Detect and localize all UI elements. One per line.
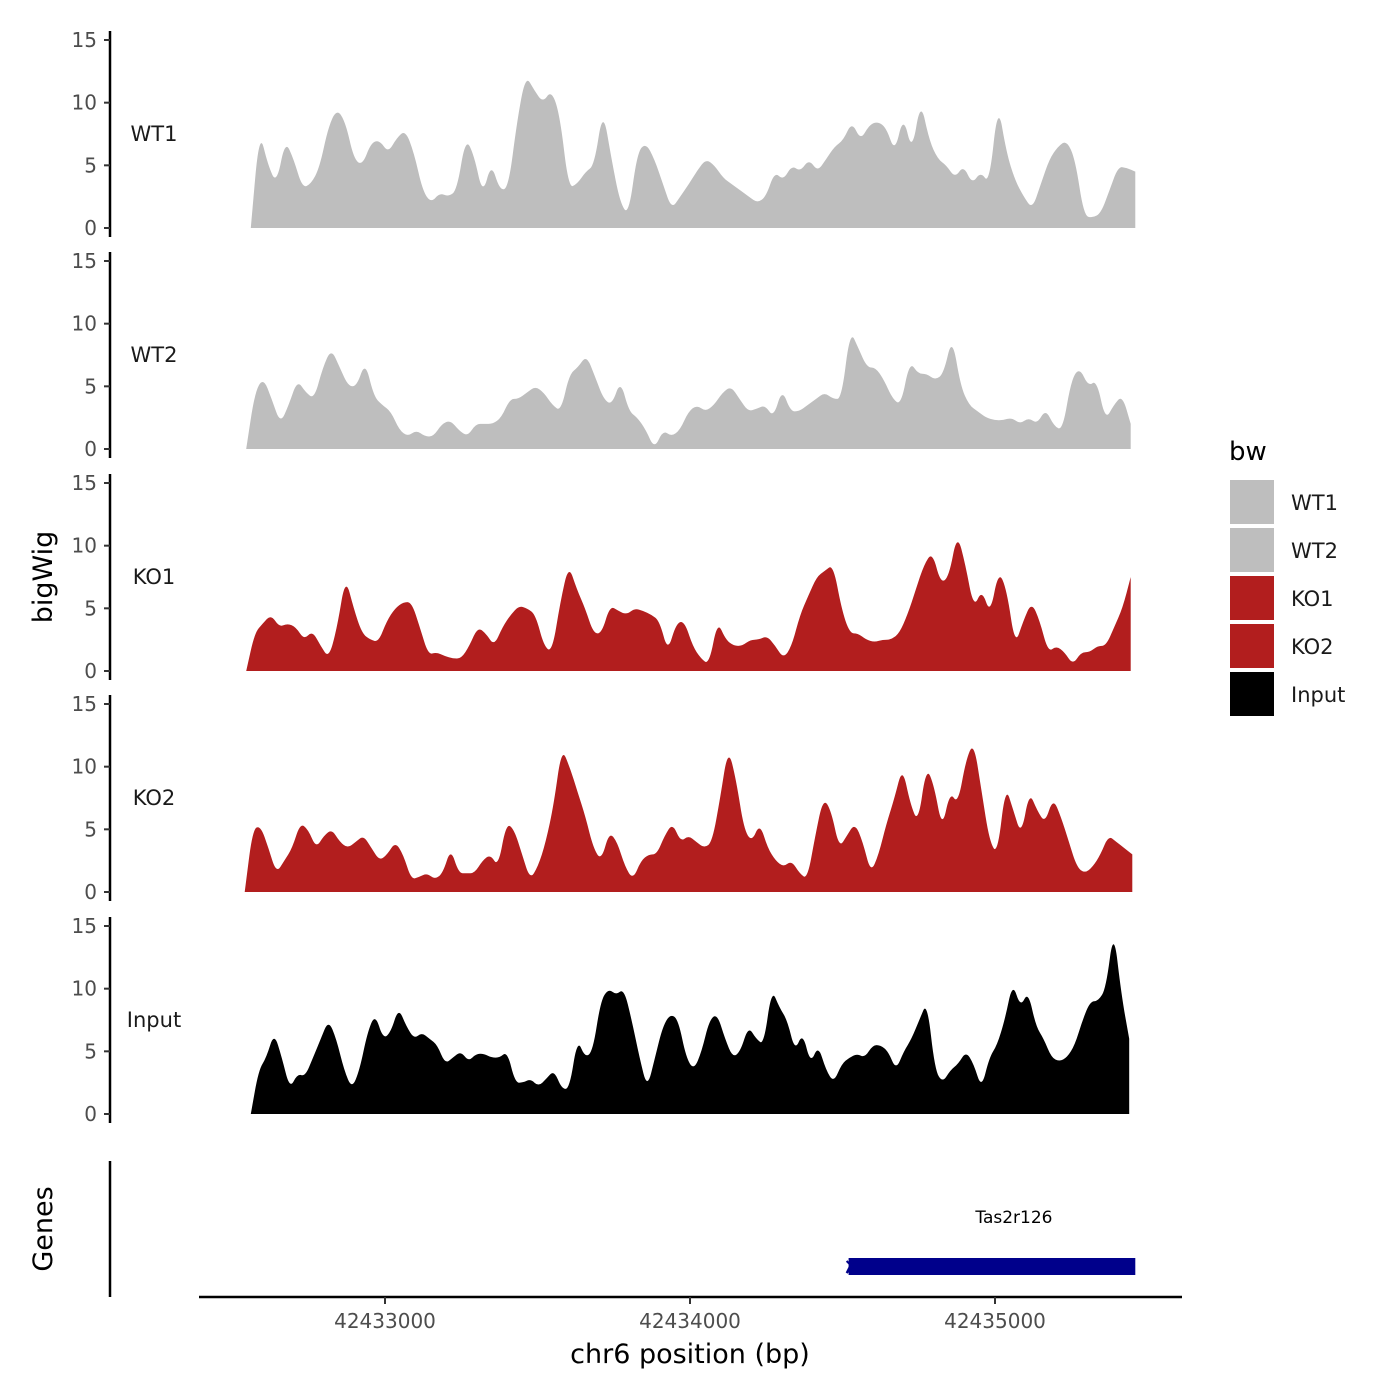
y-tick-label: 0 (84, 437, 97, 461)
y-tick-label: 10 (72, 977, 97, 1001)
track-wt2: 0 5 10 15 WT2 (72, 249, 1131, 461)
y-tick-label: 15 (72, 471, 97, 495)
area-ko2 (244, 748, 1133, 892)
legend-item-wt1: WT1 (1230, 480, 1338, 524)
y-tick-label: 0 (84, 880, 97, 904)
legend-swatch (1230, 576, 1274, 620)
track-wt1: 0 5 10 15 WT1 (72, 28, 1136, 240)
legend-label: KO2 (1291, 635, 1334, 659)
legend-title: bw (1229, 437, 1267, 467)
y-tick-label: 0 (84, 1102, 97, 1126)
y-tick-label: 5 (84, 1039, 97, 1063)
y-tick-label: 15 (72, 249, 97, 273)
legend-label: WT1 (1291, 491, 1338, 515)
gene-body (848, 1258, 1136, 1275)
y-tick-label: 10 (72, 534, 97, 558)
y-tick-label: 15 (72, 28, 97, 52)
legend-label: KO1 (1291, 587, 1334, 611)
legend-swatch (1230, 624, 1274, 668)
bigwig-tracks: 0 5 10 15 WT1 0 5 10 15 WT2 0 5 10 15 KO1 0 5 10 15 KO2 0 5 10… (72, 28, 1136, 1126)
y-tick-label: 5 (84, 374, 97, 398)
y-tick-label: 10 (72, 91, 97, 115)
gene-models: Tas2r126 (845, 1208, 1136, 1275)
y-tick-label: 10 (72, 312, 97, 336)
legend-label: Input (1291, 683, 1345, 707)
y-tick-label: 0 (84, 216, 97, 240)
track-label-ko2: KO2 (133, 786, 176, 810)
track-label-wt1: WT1 (131, 122, 178, 146)
legend-item-wt2: WT2 (1230, 528, 1338, 572)
gene-label: Tas2r126 (974, 1208, 1052, 1228)
genes-axis-title: Genes (28, 1186, 59, 1271)
track-label-input: Input (127, 1008, 181, 1032)
y-tick-label: 5 (84, 153, 97, 177)
legend-swatch (1230, 528, 1274, 572)
legend-label: WT2 (1291, 539, 1338, 563)
y-tick-label: 0 (84, 659, 97, 683)
y-tick-label: 5 (84, 817, 97, 841)
legend-item-ko2: KO2 (1230, 624, 1334, 668)
x-axis: 42433000 42434000 42435000 chr6 position (… (199, 1295, 1182, 1370)
area-wt1 (250, 80, 1136, 228)
x-ticks: 42433000 42434000 42435000 (334, 1297, 1046, 1333)
y-tick-label: 15 (72, 692, 97, 716)
track-input: 0 5 10 15 Input (72, 914, 1130, 1126)
x-tick-label: 42434000 (639, 1309, 741, 1333)
track-ko1: 0 5 10 15 KO1 (72, 471, 1131, 683)
y-tick-label: 10 (72, 755, 97, 779)
track-label-wt2: WT2 (131, 343, 178, 367)
legend-items: WT1 WT2 KO1 KO2 Input (1230, 480, 1345, 716)
area-wt2 (246, 337, 1131, 449)
track-label-ko1: KO1 (133, 565, 176, 589)
legend-item-input: Input (1230, 672, 1345, 716)
y-axis-title: bigWig (28, 531, 59, 624)
legend-item-ko1: KO1 (1230, 576, 1334, 620)
legend-swatch (1230, 480, 1274, 524)
area-ko1 (246, 542, 1131, 671)
legend: bw WT1 WT2 KO1 KO2 Input (1229, 437, 1345, 716)
gene-strand-marker (845, 1260, 855, 1274)
legend-swatch (1230, 672, 1274, 716)
area-input (250, 944, 1130, 1114)
track-ko2: 0 5 10 15 KO2 (72, 692, 1133, 904)
genes-track: Genes Tas2r126 (28, 1161, 1136, 1297)
x-tick-label: 42435000 (944, 1309, 1046, 1333)
y-tick-label: 15 (72, 914, 97, 938)
gene-tas2r126: Tas2r126 (845, 1208, 1136, 1275)
y-tick-label: 5 (84, 596, 97, 620)
x-tick-label: 42433000 (334, 1309, 436, 1333)
x-axis-title: chr6 position (bp) (570, 1339, 810, 1370)
